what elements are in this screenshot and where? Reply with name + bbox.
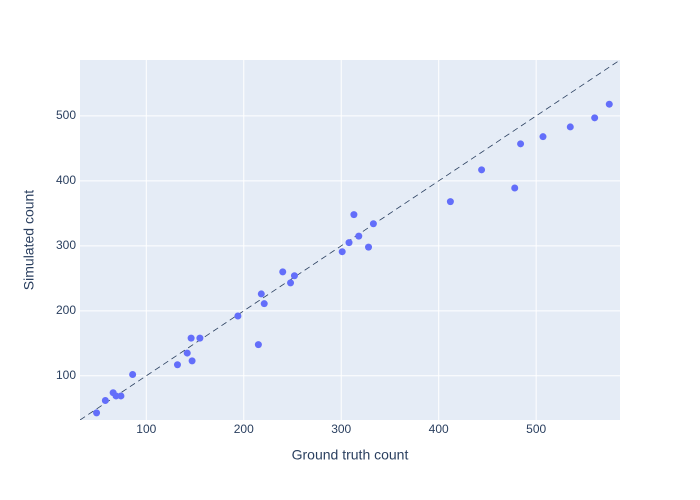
point	[112, 392, 120, 400]
point	[591, 114, 599, 122]
point	[511, 184, 519, 192]
point	[93, 409, 101, 417]
y-tick-label: 200	[56, 303, 76, 317]
point	[369, 220, 377, 228]
point	[187, 334, 195, 342]
x-tick-label: 200	[234, 422, 254, 436]
point	[338, 248, 346, 256]
point	[355, 232, 363, 240]
point	[290, 272, 298, 280]
x-tick-label: 500	[526, 422, 546, 436]
x-axis-title: Ground truth count	[292, 447, 409, 463]
point	[117, 392, 125, 400]
point	[234, 312, 242, 320]
point	[566, 123, 574, 131]
marks	[80, 60, 620, 420]
point	[254, 341, 262, 349]
point	[478, 166, 486, 174]
point	[345, 239, 353, 247]
point	[196, 334, 204, 342]
x-tick-label: 300	[331, 422, 351, 436]
point	[287, 279, 295, 287]
point	[183, 349, 191, 357]
point	[257, 290, 265, 298]
y-axis-title: Simulated count	[21, 190, 37, 291]
x-tick-label: 100	[136, 422, 156, 436]
point	[365, 243, 373, 251]
y-tick-label: 300	[56, 238, 76, 252]
x-tick-label: 400	[429, 422, 449, 436]
point	[446, 198, 454, 206]
point	[605, 100, 613, 108]
point	[101, 397, 109, 405]
point	[279, 268, 287, 276]
grid	[80, 60, 620, 420]
point	[129, 371, 137, 379]
point	[188, 357, 196, 365]
point	[260, 300, 268, 308]
y-tick-label: 500	[56, 108, 76, 122]
y-tick-label: 400	[56, 173, 76, 187]
point	[173, 361, 181, 369]
point	[517, 140, 525, 148]
point	[350, 211, 358, 219]
y-tick-label: 100	[56, 368, 76, 382]
point	[539, 133, 547, 141]
